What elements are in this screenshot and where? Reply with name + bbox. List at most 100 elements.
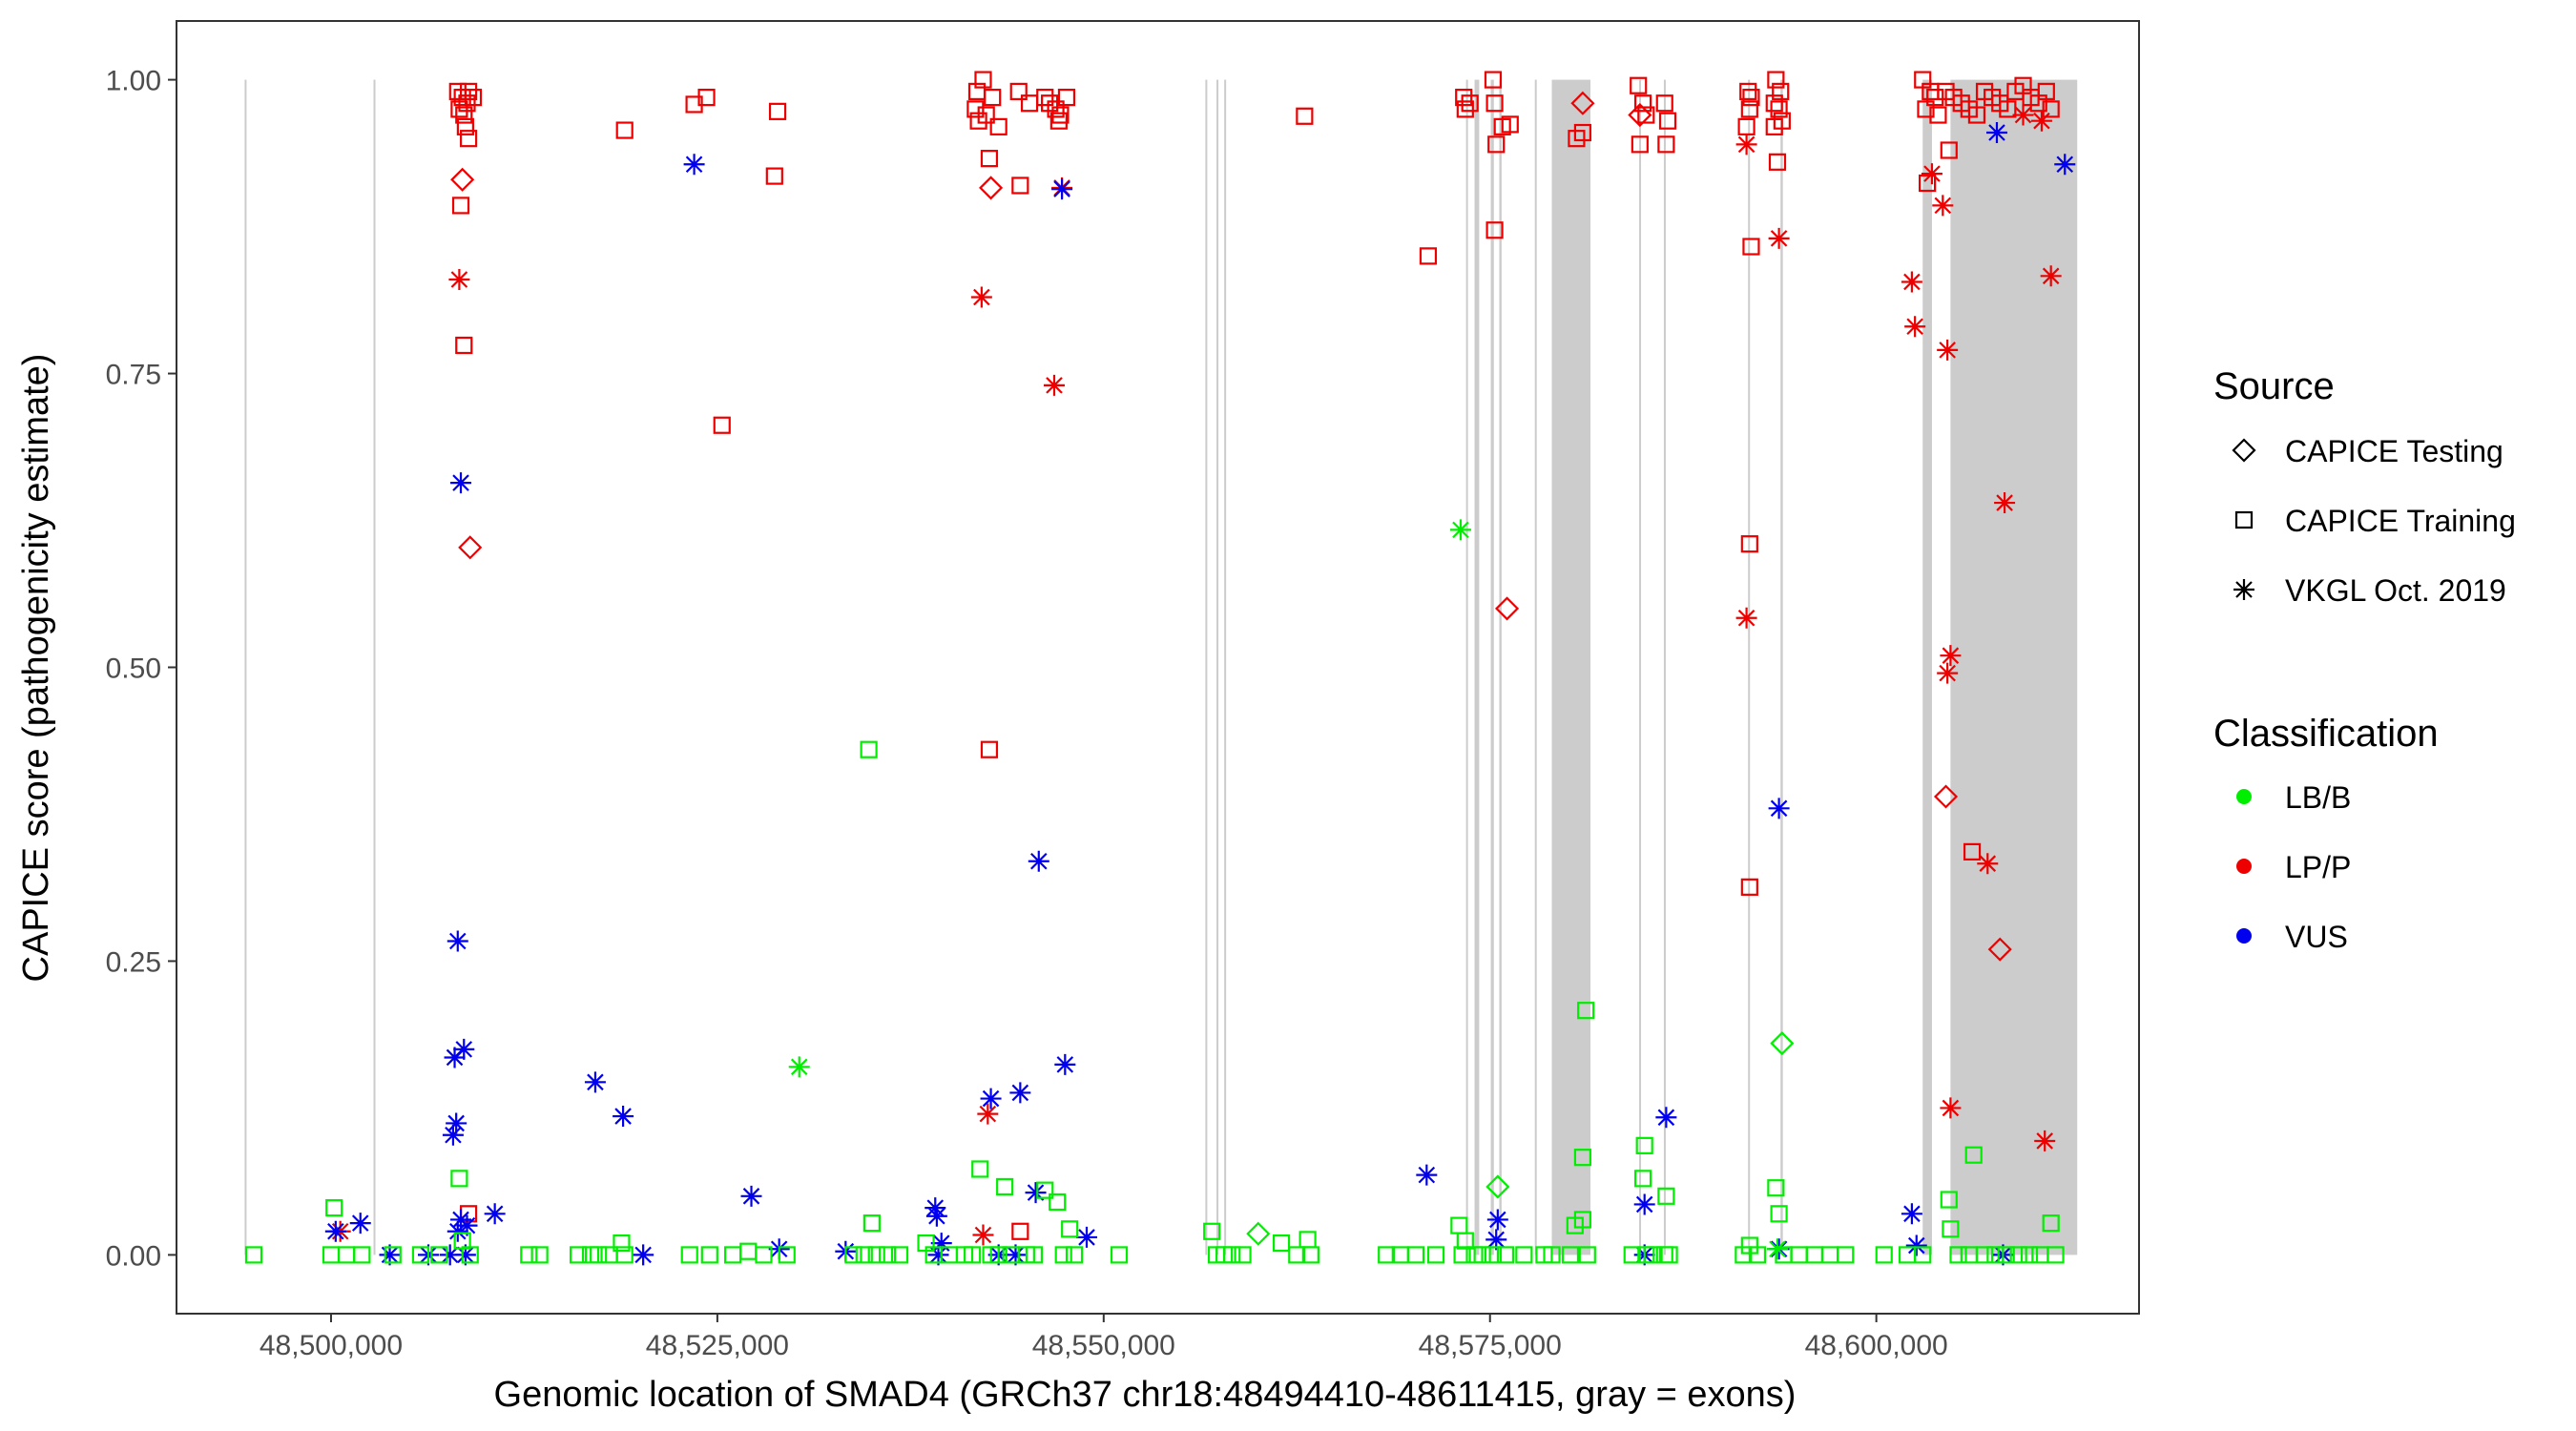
exon-band <box>1216 79 1219 1255</box>
data-point-asterisk-vus <box>456 1214 478 1236</box>
data-point-square-lpp <box>1740 878 1758 896</box>
data-point-square-lpp <box>1658 112 1677 130</box>
data-point-square-lpp <box>1057 88 1076 107</box>
data-point-square-lbb <box>890 1246 909 1264</box>
x-tick-label: 48,525,000 <box>646 1330 789 1361</box>
data-point-square-lpp <box>460 82 478 101</box>
data-point-square-lpp <box>1487 135 1506 154</box>
data-point-asterisk-vus <box>447 930 468 952</box>
data-point-square-lpp <box>974 71 992 89</box>
data-point-asterisk-vus <box>442 1124 464 1146</box>
data-point-asterisk-vus <box>1985 122 2007 144</box>
exon-band <box>1534 79 1537 1255</box>
data-point-square-lpp <box>1967 106 1986 124</box>
data-point-square-lbb <box>1378 1246 1396 1264</box>
data-point-asterisk-lbb <box>1449 519 1471 541</box>
data-point-square-lbb <box>1578 1246 1596 1264</box>
data-point-square-lpp <box>1484 71 1503 89</box>
y-tick-label: 0.50 <box>106 653 161 685</box>
data-point-square-lbb <box>1061 1220 1079 1238</box>
data-point-square-lpp <box>1047 100 1065 118</box>
data-point-square-lpp <box>1742 238 1760 256</box>
data-point-square-lpp <box>1742 88 1760 107</box>
data-point-asterisk-vus <box>1028 850 1049 872</box>
data-point-square-lbb <box>570 1246 588 1264</box>
data-point-square-lbb <box>1515 1246 1533 1264</box>
data-point-asterisk-vus <box>1901 1203 1922 1225</box>
data-point-square-lbb <box>450 1170 468 1188</box>
data-point-asterisk-lpp <box>1901 271 1922 293</box>
exon-band <box>1490 79 1494 1255</box>
point-layer <box>244 71 2076 1266</box>
data-point-asterisk-vus <box>1768 798 1790 819</box>
data-point-square-lbb <box>384 1246 402 1264</box>
data-point-square-lbb <box>989 1246 1008 1264</box>
data-point-square-lbb <box>964 1246 982 1264</box>
data-point-square-lbb <box>1288 1246 1306 1264</box>
data-point-square-lpp <box>1455 88 1473 107</box>
exon-band <box>1922 79 1932 1255</box>
exon-band <box>1465 79 1468 1255</box>
data-point-asterisk-vus <box>925 1205 947 1227</box>
y-tick-label: 0.00 <box>106 1240 161 1272</box>
legend-source-item-diamond: CAPICE Testing <box>2232 434 2503 468</box>
data-point-square-lbb <box>325 1199 343 1217</box>
data-point-square-lbb <box>1997 1246 2015 1264</box>
diamond-marker <box>2232 438 2256 463</box>
data-point-diamond-lbb <box>1485 1174 1510 1199</box>
data-point-asterisk-lpp <box>1921 163 1942 185</box>
legend-class-item-lbb: LB/B <box>2236 780 2351 815</box>
legend: Source CAPICE Testing CAPICE Training VK… <box>2213 365 2516 954</box>
exon-band <box>1551 79 1591 1255</box>
data-point-square-lpp <box>989 117 1008 135</box>
y-axis-title: CAPICE score (pathogenicity estimate) <box>16 354 56 983</box>
data-point-asterisk-vus <box>930 1233 952 1255</box>
data-point-square-lpp <box>1501 115 1519 134</box>
exon-band <box>1748 79 1751 1255</box>
data-point-square-lbb <box>1054 1246 1072 1264</box>
data-point-square-lbb <box>1406 1246 1425 1264</box>
data-point-square-lbb <box>844 1246 862 1264</box>
data-point-square-lpp <box>1919 174 1937 193</box>
data-point-square-lpp <box>1011 1222 1029 1240</box>
data-point-square-lbb <box>1986 1246 2005 1264</box>
data-point-square-lpp <box>1485 221 1504 239</box>
data-point-square-lpp <box>1999 100 2017 118</box>
data-point-square-lbb <box>862 1214 881 1233</box>
data-point-square-lpp <box>1929 106 1947 124</box>
diamond-icon <box>2232 438 2256 463</box>
data-point-square-lpp <box>2037 82 2055 101</box>
legend-source-item-asterisk: VKGL Oct. 2019 <box>2233 573 2506 608</box>
data-point-square-lbb <box>613 1234 631 1253</box>
data-point-square-lpp <box>1573 123 1592 142</box>
data-point-square-lpp <box>969 112 987 130</box>
data-point-square-lpp <box>1049 112 1068 130</box>
asterisk-marker <box>2233 579 2254 600</box>
legend-source-label-vkgl: VKGL Oct. 2019 <box>2285 573 2506 608</box>
exon-band <box>1224 79 1227 1255</box>
data-point-square-lbb <box>1543 1246 1561 1264</box>
data-point-square-lbb <box>700 1246 718 1264</box>
data-point-square-lpp <box>1637 106 1655 124</box>
exon-band <box>244 79 247 1255</box>
data-point-square-lbb <box>996 1177 1014 1196</box>
data-point-asterisk-vus <box>1905 1234 1927 1256</box>
data-point-square-lpp <box>1630 76 1648 94</box>
data-point-asterisk-lpp <box>1904 316 1926 338</box>
data-point-square-lbb <box>860 740 878 758</box>
legend-source-label-training: CAPICE Training <box>2285 504 2516 538</box>
data-point-asterisk-vus <box>439 1244 461 1266</box>
data-point-asterisk-vus <box>324 1220 346 1242</box>
data-point-square-lpp <box>980 150 999 168</box>
data-point-square-lpp <box>966 100 985 118</box>
y-tick-label: 0.25 <box>106 946 161 978</box>
data-point-square-lbb <box>1657 1187 1675 1205</box>
data-point-square-lpp <box>1051 106 1070 124</box>
data-point-square-lbb <box>1635 1136 1653 1154</box>
data-point-square-lpp <box>1011 176 1029 195</box>
data-point-square-lpp <box>1739 82 1757 101</box>
x-tick-label: 48,550,000 <box>1032 1330 1175 1361</box>
data-point-square-lbb <box>1735 1246 1753 1264</box>
data-point-square-lpp <box>1419 247 1438 265</box>
